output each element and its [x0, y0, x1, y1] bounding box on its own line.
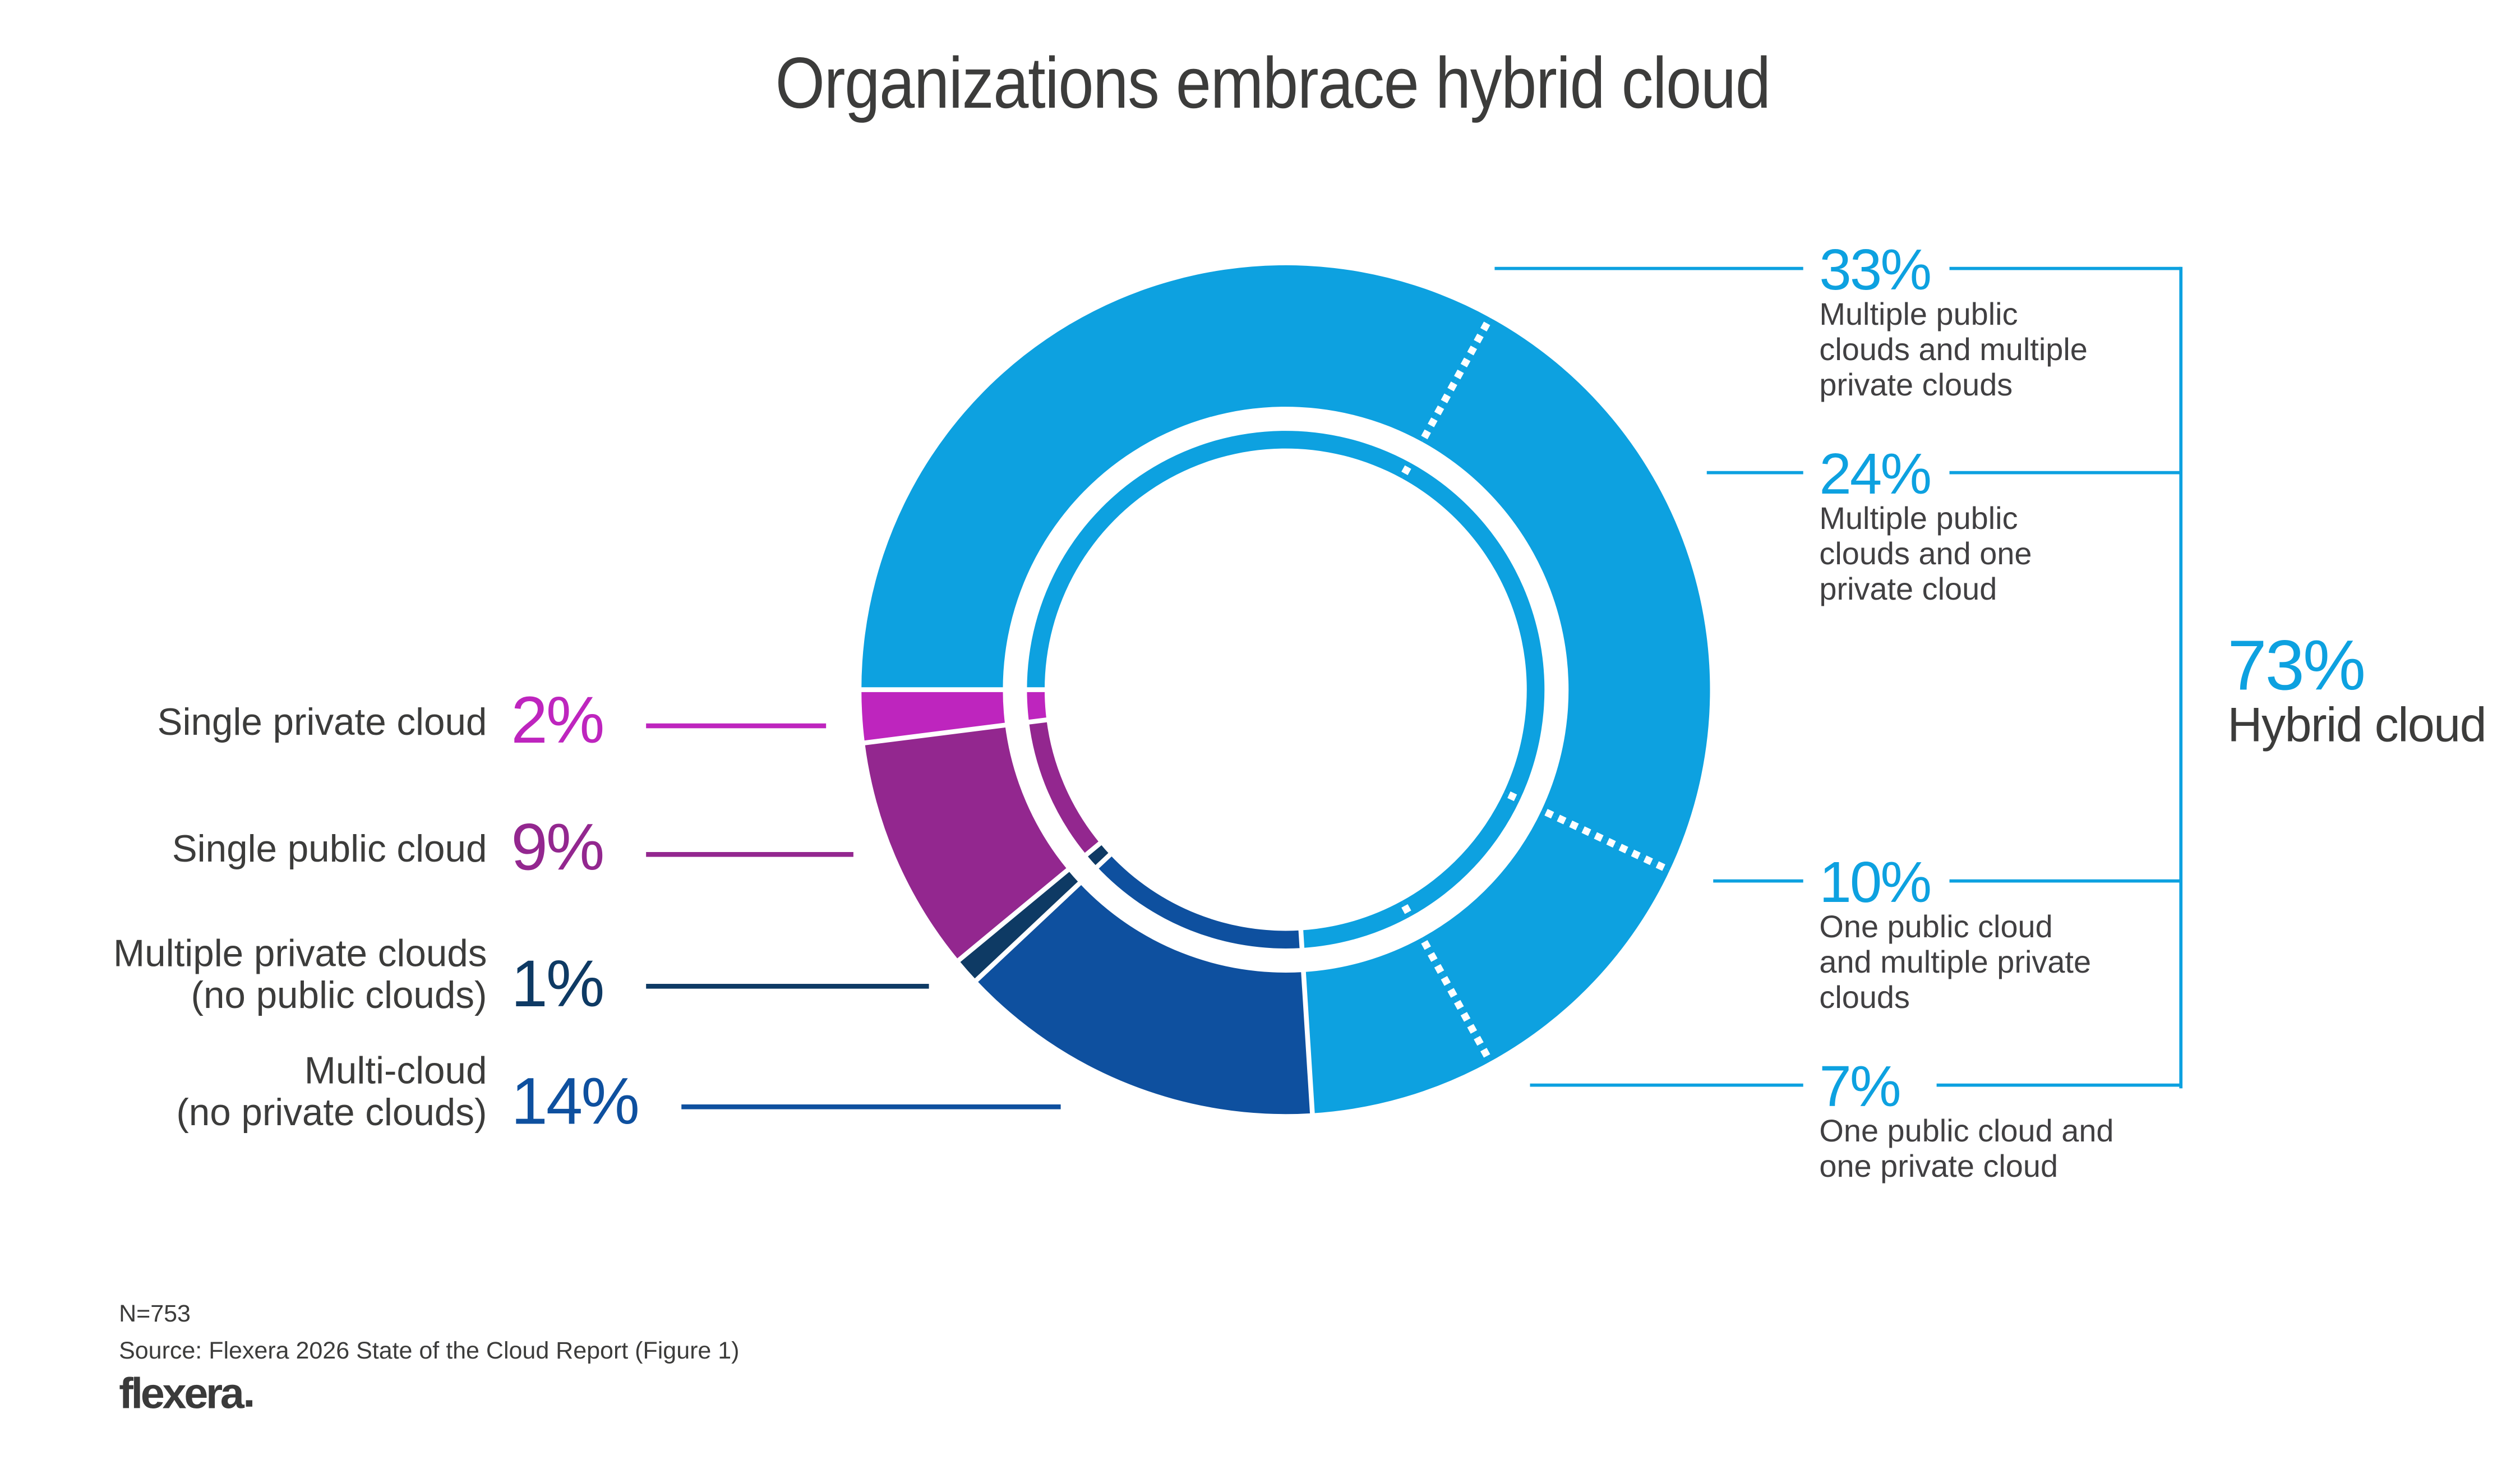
leader-line-24pct: [1706, 471, 1803, 475]
bracket-line-7pct: [1936, 1083, 2181, 1087]
donut-chart: [858, 265, 1710, 1117]
pct-7: 7%: [1819, 1053, 1901, 1119]
donut-segment-2pct: [1027, 689, 1047, 722]
donut-segment-10pct: [1401, 792, 1520, 917]
label-multi-cloud: Multi-cloud (no private clouds): [37, 1050, 487, 1134]
donut-segment-9pct: [865, 725, 1068, 960]
hybrid-bracket: [2179, 266, 2183, 1089]
donut-segment-33pct: [861, 265, 1490, 690]
donut-segment-9pct: [1029, 720, 1100, 855]
leader-line-10pct: [1713, 879, 1803, 883]
sample-size-note: N=753: [119, 1300, 191, 1328]
flexera-logo-text: flexera: [119, 1369, 244, 1418]
label-line: clouds and multiple: [1819, 333, 2088, 369]
label-line: One public cloud: [1819, 910, 2053, 946]
donut-segment-24pct: [1421, 317, 1710, 871]
label-line: (no private clouds): [176, 1092, 487, 1134]
hybrid-cloud-label: Hybrid cloud: [2227, 699, 2486, 753]
donut-segment-33pct: [1027, 431, 1411, 690]
leader-line-14pct: [681, 1104, 1061, 1109]
donut-segment-24pct: [1401, 463, 1545, 800]
leader-line-2pct: [646, 723, 827, 728]
dotted-separator: [1395, 313, 1495, 487]
label-line: clouds: [1819, 980, 1910, 1016]
chart-title: Organizations embrace hybrid cloud: [775, 42, 1771, 124]
label-multiple-private-clouds: Multiple private clouds (no public cloud…: [37, 932, 487, 1016]
label-line: private clouds: [1819, 368, 2013, 404]
solid-separator: [972, 847, 1118, 984]
bracket-line-10pct: [1949, 879, 2181, 883]
label-10pct: One public cloud and multiple private cl…: [1819, 910, 2091, 1016]
solid-separator: [861, 716, 1055, 746]
label-single-private-cloud: Single private cloud: [37, 701, 487, 743]
pct-9: 9%: [511, 810, 604, 885]
pct-2: 2%: [511, 683, 604, 757]
label-single-public-cloud: Single public cloud: [37, 828, 487, 870]
dotted-separator: [1495, 785, 1674, 875]
donut-segment-14pct: [1097, 854, 1302, 949]
label-line: clouds and one: [1819, 537, 2032, 573]
leader-line-9pct: [646, 852, 853, 857]
donut-segment-1pct: [1086, 843, 1110, 867]
donut-segment-10pct: [1421, 810, 1670, 1062]
label-line: Single public cloud: [172, 828, 487, 870]
pct-10: 10%: [1819, 849, 1932, 915]
label-line: and multiple private: [1819, 945, 2092, 981]
label-line: one private cloud: [1819, 1149, 2059, 1185]
label-24pct: Multiple public clouds and one private c…: [1819, 501, 2032, 607]
pct-24: 24%: [1819, 440, 1932, 507]
label-line: One public cloud and: [1819, 1114, 2114, 1150]
label-line: (no public clouds): [191, 974, 487, 1016]
bracket-line-33pct: [1949, 266, 2181, 270]
solid-separator: [1298, 922, 1316, 1117]
solid-separator: [954, 836, 1108, 964]
label-line: private cloud: [1819, 572, 1997, 608]
flexera-logo-dot: [245, 1400, 252, 1407]
leader-line-7pct: [1530, 1083, 1803, 1087]
leader-line-1pct: [646, 984, 929, 988]
pct-33: 33%: [1819, 236, 1932, 302]
dotted-separator: [1395, 892, 1495, 1066]
label-line: Multiple public: [1819, 501, 2018, 537]
flexera-logo: flexera: [119, 1370, 252, 1420]
label-33pct: Multiple public clouds and multiple priv…: [1819, 297, 2087, 403]
pct-1: 1%: [511, 947, 604, 1021]
donut-segment-7pct: [1300, 901, 1411, 949]
source-note: Source: Flexera 2026 State of the Cloud …: [119, 1337, 740, 1365]
donut-segment-14pct: [976, 883, 1313, 1115]
label-7pct: One public cloud and one private cloud: [1819, 1114, 2113, 1185]
pct-14: 14%: [511, 1064, 639, 1139]
pct-73-hybrid: 73%: [2227, 627, 2366, 706]
donut-segment-1pct: [958, 870, 1080, 980]
bracket-line-24pct: [1949, 471, 2181, 475]
leader-line-33pct: [1494, 266, 1803, 270]
label-line: Single private cloud: [157, 701, 487, 743]
label-line: Multiple private clouds: [113, 932, 487, 974]
label-line: Multiple public: [1819, 297, 2018, 333]
label-line: Multi-cloud: [304, 1049, 487, 1092]
